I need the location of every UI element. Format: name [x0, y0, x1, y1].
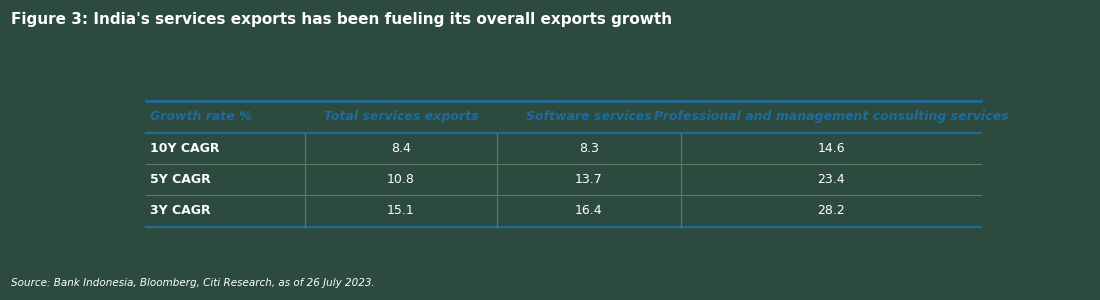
Text: 13.7: 13.7 [575, 173, 603, 186]
Text: Total services exports: Total services exports [323, 110, 478, 123]
Text: 8.3: 8.3 [579, 142, 598, 155]
Text: Source: Bank Indonesia, Bloomberg, Citi Research, as of 26 July 2023.: Source: Bank Indonesia, Bloomberg, Citi … [11, 278, 375, 288]
Text: 16.4: 16.4 [575, 205, 603, 218]
Text: Growth rate %: Growth rate % [151, 110, 252, 123]
Text: 28.2: 28.2 [817, 205, 845, 218]
Text: Software services: Software services [526, 110, 652, 123]
Text: Professional and management consulting services: Professional and management consulting s… [653, 110, 1009, 123]
Text: 10Y CAGR: 10Y CAGR [151, 142, 220, 155]
Text: 14.6: 14.6 [817, 142, 845, 155]
Text: 3Y CAGR: 3Y CAGR [151, 205, 211, 218]
Text: 8.4: 8.4 [390, 142, 410, 155]
Text: 5Y CAGR: 5Y CAGR [151, 173, 211, 186]
Text: Figure 3: India's services exports has been fueling its overall exports growth: Figure 3: India's services exports has b… [11, 12, 672, 27]
Text: 15.1: 15.1 [387, 205, 415, 218]
Text: 10.8: 10.8 [387, 173, 415, 186]
Text: 23.4: 23.4 [817, 173, 845, 186]
